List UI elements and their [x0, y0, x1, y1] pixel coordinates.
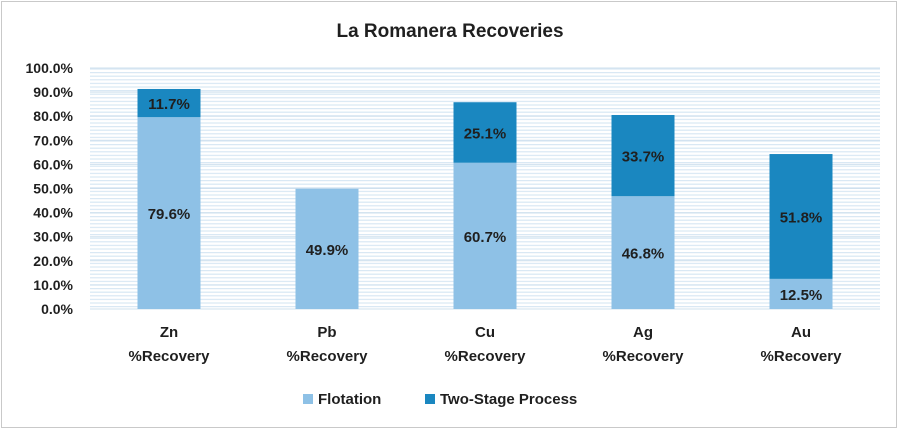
bar-two-stage-2	[453, 102, 517, 163]
y-tick-label: 30.0%	[33, 229, 73, 245]
y-tick-label: 50.0%	[33, 181, 73, 197]
bar-two-stage-0	[137, 88, 201, 118]
data-label: 25.1%	[464, 125, 507, 142]
legend-swatch	[303, 394, 313, 404]
data-label: 33.7%	[622, 149, 665, 166]
data-label: 49.9%	[306, 242, 349, 259]
data-label: 11.7%	[148, 96, 190, 113]
x-tick-label: Au	[791, 324, 811, 341]
y-tick-label: 100.0%	[26, 60, 74, 76]
legend-swatch	[425, 394, 435, 404]
data-label: 51.8%	[780, 209, 823, 226]
bar-flotation-4	[769, 278, 833, 309]
legend-label: Flotation	[318, 391, 381, 408]
bars: 79.6% 11.7% 49.9% 60.7% 25.1% 46.8% 33.7% 12.5%…	[137, 88, 833, 309]
bar-flotation-1	[295, 188, 359, 309]
bar-flotation-0	[137, 117, 201, 309]
x-tick-label: %Recovery	[603, 348, 685, 365]
bar-flotation-2	[453, 162, 517, 309]
bar-flotation-3	[611, 196, 675, 309]
x-tick-label: Cu	[475, 324, 495, 341]
x-tick-label: Pb	[317, 324, 336, 341]
x-tick-label: %Recovery	[761, 348, 843, 365]
y-tick-label: 80.0%	[33, 108, 73, 124]
bar-two-stage-3	[611, 114, 675, 197]
x-tick-label: Ag	[633, 324, 653, 341]
bar-two-stage-4	[769, 154, 833, 279]
x-axis: Zn %Recovery Pb %Recovery Cu %Recovery Ag %Reco…	[129, 324, 843, 365]
x-tick-label: %Recovery	[287, 348, 369, 365]
chart-title: La Romanera Recoveries	[336, 21, 563, 42]
y-tick-label: 20.0%	[33, 253, 73, 269]
data-label: 12.5%	[780, 287, 823, 304]
y-tick-label: 40.0%	[33, 205, 73, 221]
x-tick-label: Zn	[160, 324, 178, 341]
data-label: 60.7%	[464, 229, 507, 246]
data-label: 79.6%	[148, 206, 191, 223]
data-label: 46.8%	[622, 246, 665, 263]
legend: Flotation Two-Stage Process	[303, 391, 577, 408]
x-tick-label: %Recovery	[129, 348, 211, 365]
legend-label: Two-Stage Process	[440, 391, 577, 408]
y-tick-label: 90.0%	[33, 84, 73, 100]
y-tick-label: 60.0%	[33, 156, 73, 172]
y-tick-label: 70.0%	[33, 132, 73, 148]
y-tick-label: 0.0%	[41, 301, 73, 317]
x-tick-label: %Recovery	[445, 348, 527, 365]
y-tick-label: 10.0%	[33, 277, 73, 293]
y-axis: 0.0% 10.0% 20.0% 30.0% 40.0% 50.0% 60.0% 70.0% 8…	[26, 60, 74, 317]
